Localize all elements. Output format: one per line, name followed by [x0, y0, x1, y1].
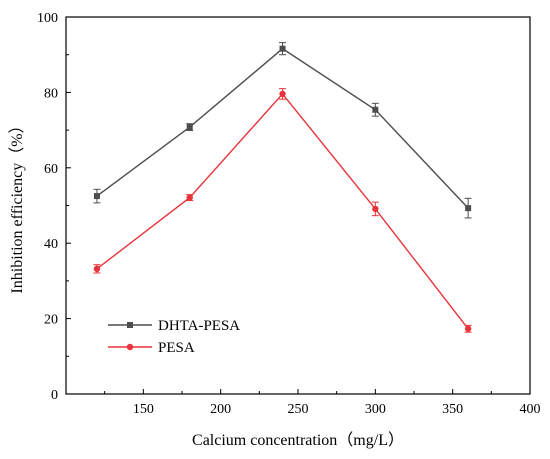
y-tick-label: 80 — [44, 86, 58, 101]
data-point — [464, 325, 472, 332]
data-point — [279, 90, 286, 98]
x-tick-label: 200 — [210, 402, 231, 417]
data-point — [93, 265, 101, 273]
series-line — [96, 47, 469, 209]
y-axis-ticks: 0 20 40 60 80 100 — [37, 11, 71, 403]
legend-label: PESA — [158, 340, 195, 356]
series-layer — [93, 42, 472, 333]
x-tick-label: 350 — [442, 402, 463, 417]
y-axis-label: Inhibition efficiency（%） — [8, 117, 26, 293]
x-tick-label: 400 — [520, 402, 541, 417]
series-dhta-pesa — [93, 42, 472, 219]
x-tick-label: 150 — [133, 402, 154, 417]
plot-frame — [65, 16, 531, 395]
y-tick-label: 20 — [44, 313, 58, 328]
data-point — [372, 106, 379, 113]
y-tick-label: 0 — [51, 388, 58, 403]
legend: DHTA-PESA PESA — [108, 318, 240, 356]
x-tick-label: 300 — [365, 402, 386, 417]
legend-marker — [127, 322, 133, 328]
data-point — [465, 205, 472, 212]
data-point — [279, 45, 286, 52]
y-tick-label: 40 — [44, 237, 58, 252]
series-pesa — [93, 88, 472, 333]
legend-marker — [126, 343, 134, 351]
plot-border — [65, 16, 531, 395]
data-point — [372, 205, 379, 213]
x-axis-ticks: 150 200 250 300 350 400 — [104, 389, 541, 417]
x-axis-label: Calcium concentration（mg/L） — [192, 431, 404, 449]
data-point — [186, 124, 193, 131]
x-tick-label: 250 — [288, 402, 309, 417]
data-point — [93, 193, 100, 200]
data-point — [186, 194, 193, 201]
series-line — [96, 92, 469, 330]
y-tick-label: 60 — [44, 162, 58, 177]
y-tick-label: 100 — [37, 11, 58, 26]
legend-label: DHTA-PESA — [158, 318, 240, 334]
